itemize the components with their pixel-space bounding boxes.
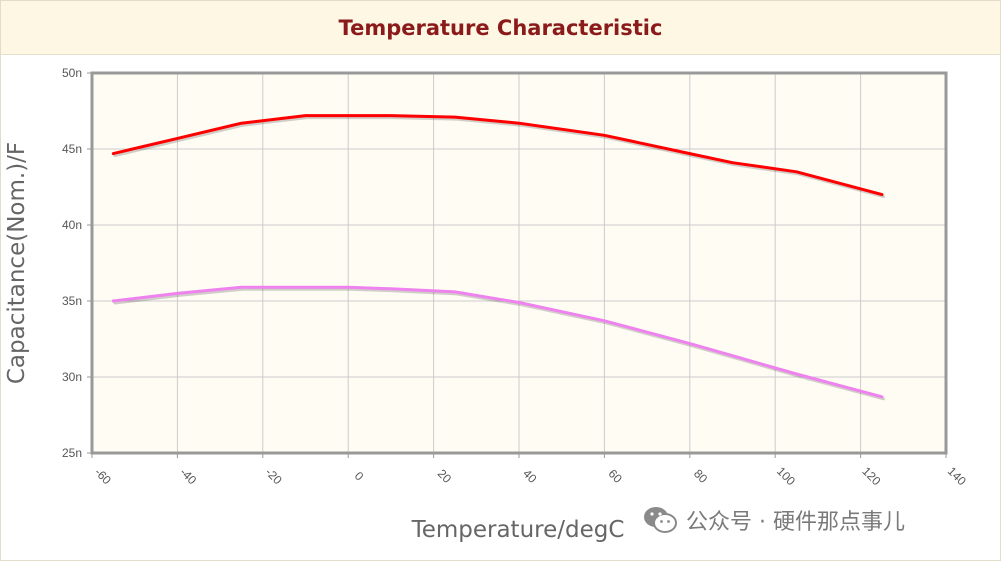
x-tick-label: -20 xyxy=(263,465,285,487)
plot-border xyxy=(90,71,948,455)
y-tick-label: 45n xyxy=(62,142,82,156)
x-tick-label: 140 xyxy=(945,464,969,488)
y-tick-labels: 25n 30n 35n 40n 45n 50n xyxy=(62,66,82,460)
chart-title: Temperature Characteristic xyxy=(338,15,663,40)
y-tick-label: 40n xyxy=(62,218,82,232)
series-lines xyxy=(111,114,885,401)
y-tick-label: 35n xyxy=(62,294,82,308)
x-tick-label: 20 xyxy=(435,466,455,486)
chart-header: Temperature Characteristic xyxy=(1,1,1000,55)
x-tick-label: 60 xyxy=(606,466,626,486)
series-line-0 xyxy=(111,114,884,197)
x-tick-label: -60 xyxy=(92,465,114,487)
watermark: 公众号 · 硬件那点事儿 xyxy=(642,502,905,538)
series-shadow-0 xyxy=(113,116,885,199)
x-tick-label: 100 xyxy=(774,464,798,488)
x-tick-label: 40 xyxy=(520,466,540,486)
x-tick-label: -40 xyxy=(177,465,199,487)
x-tick-label: 0 xyxy=(352,469,367,484)
x-axis-label: Temperature/degC xyxy=(411,517,625,543)
watermark-text: 公众号 · 硬件那点事儿 xyxy=(686,510,905,535)
series-line-1 xyxy=(111,285,884,399)
y-tick-label: 25n xyxy=(62,446,82,460)
x-tick-label: 120 xyxy=(859,464,883,488)
x-tick-labels: -60 -40 -20 0 20 40 60 80 100 120 140 xyxy=(92,464,969,488)
x-tick-label: 80 xyxy=(691,466,711,486)
y-axis-label: Capacitance(Nom.)/F xyxy=(4,142,30,384)
wechat-icon xyxy=(644,507,677,533)
y-tick-label: 50n xyxy=(62,66,82,80)
y-tick-label: 30n xyxy=(62,370,82,384)
series-shadow-1 xyxy=(113,287,885,401)
